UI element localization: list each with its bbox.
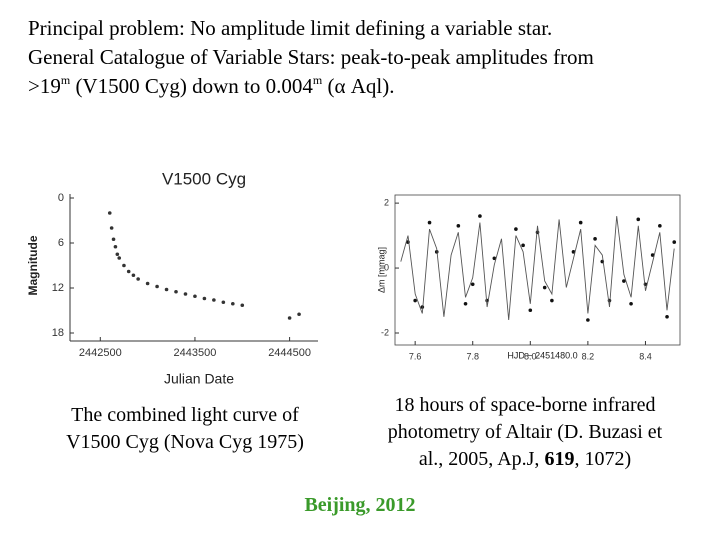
data-point — [593, 237, 597, 241]
data-point — [174, 289, 178, 294]
superscript: m — [60, 73, 71, 87]
text-line: General Catalogue of Variable Stars: pea… — [28, 43, 708, 72]
text: >19 — [28, 74, 61, 98]
data-point — [650, 253, 655, 257]
caption-right: 18 hours of space-borne infrared photomet… — [345, 392, 705, 473]
data-point — [122, 263, 126, 268]
y-tick-label: 12 — [52, 282, 64, 294]
data-point — [107, 211, 112, 215]
data-point — [145, 281, 150, 286]
plot-frame — [394, 194, 681, 346]
data-point — [231, 301, 235, 306]
text-line: The combined light curve of — [30, 402, 340, 429]
data-point — [183, 292, 188, 296]
x-tick-label: 2442500 — [79, 347, 122, 359]
data-point — [240, 303, 245, 308]
text: General Catalogue of Variable Stars: pea… — [28, 45, 594, 69]
x-axis-label: Julian Date — [164, 371, 234, 387]
data-point — [115, 252, 120, 257]
y-tick-label: 6 — [58, 237, 64, 249]
model-line — [400, 216, 675, 321]
bold-text: 619 — [544, 448, 575, 470]
y-axis-label: Magnitude — [26, 235, 40, 295]
caption-left: The combined light curve of V1500 Cyg (No… — [30, 402, 340, 456]
data-point — [571, 250, 576, 254]
x-tick-label: 7.8 — [466, 351, 479, 361]
data-point — [136, 277, 140, 281]
data-point — [514, 227, 518, 231]
data-point — [463, 301, 468, 306]
data-point — [478, 214, 482, 218]
chart-title: V1500 Cyg — [162, 169, 246, 188]
text: V1500 Cyg (Nova Cyg 1975) — [66, 431, 304, 453]
data-point — [193, 294, 197, 299]
text: The combined light curve of — [71, 404, 299, 426]
y-axis-label: Δm [mmag] — [376, 247, 386, 293]
text-line: photometry of Altair (D. Buzasi et — [345, 419, 705, 446]
data-point — [202, 296, 207, 301]
text-line: Principal problem: No amplitude limit de… — [28, 14, 708, 43]
data-point — [586, 318, 590, 322]
data-point — [528, 308, 533, 313]
y-tick-label: 0 — [58, 192, 64, 204]
y-tick-label: 18 — [52, 327, 64, 339]
text-line: al., 2005, Ap.J, 619, 1072) — [345, 446, 705, 473]
data-point — [131, 273, 136, 278]
y-tick-label: -2 — [381, 327, 389, 337]
text: , 1072) — [574, 448, 632, 470]
text-line: 18 hours of space-borne infrared — [345, 392, 705, 419]
data-point — [287, 316, 292, 320]
data-point — [492, 256, 497, 261]
footer: Beijing, 2012 — [304, 494, 416, 516]
text: Principal problem: No amplitude limit de… — [28, 16, 553, 40]
data-point — [221, 300, 226, 305]
data-point — [164, 287, 169, 292]
text: (α Aql). — [322, 74, 395, 98]
data-point — [470, 282, 475, 287]
data-point — [155, 284, 159, 289]
data-point — [665, 314, 669, 319]
y-tick-label: 2 — [384, 197, 389, 207]
text: 18 hours of space-borne infrared — [394, 394, 656, 416]
data-point — [297, 312, 301, 317]
data-point — [413, 298, 417, 303]
x-tick-label: 2444500 — [268, 347, 311, 359]
data-point — [109, 226, 114, 230]
x-tick-label: 7.6 — [409, 351, 422, 361]
data-point — [629, 301, 633, 306]
heading: Principal problem: No amplitude limit de… — [28, 14, 708, 101]
data-point — [212, 298, 216, 302]
data-point — [456, 224, 461, 228]
data-point — [578, 220, 583, 225]
text-line: V1500 Cyg (Nova Cyg 1975) — [30, 429, 340, 456]
superscript: m — [312, 73, 323, 87]
x-tick-label: 8.0 — [524, 351, 537, 361]
data-point — [542, 285, 547, 290]
data-point — [658, 224, 662, 228]
x-tick-label: 8.4 — [639, 351, 652, 361]
data-point — [126, 269, 131, 274]
data-point — [672, 240, 677, 244]
data-point — [622, 279, 626, 283]
data-point — [636, 217, 641, 222]
data-point — [117, 256, 122, 260]
data-point — [550, 298, 554, 303]
text-line: >19m (V1500 Cyg) down to 0.004m (α Aql). — [28, 72, 708, 101]
text: (V1500 Cyg) down to 0.004 — [70, 74, 313, 98]
text: al., 2005, Ap.J, — [418, 448, 545, 470]
x-tick-label: 2443500 — [174, 347, 217, 359]
data-point — [521, 243, 525, 248]
y-tick-label: 0 — [384, 262, 389, 272]
data-point — [111, 237, 116, 242]
text: photometry of Altair (D. Buzasi et — [387, 421, 663, 443]
data-point — [427, 220, 432, 225]
x-axis-label: HJD − 2451480.0 — [507, 350, 577, 360]
data-point — [113, 244, 118, 249]
x-tick-label: 8.2 — [582, 351, 595, 361]
